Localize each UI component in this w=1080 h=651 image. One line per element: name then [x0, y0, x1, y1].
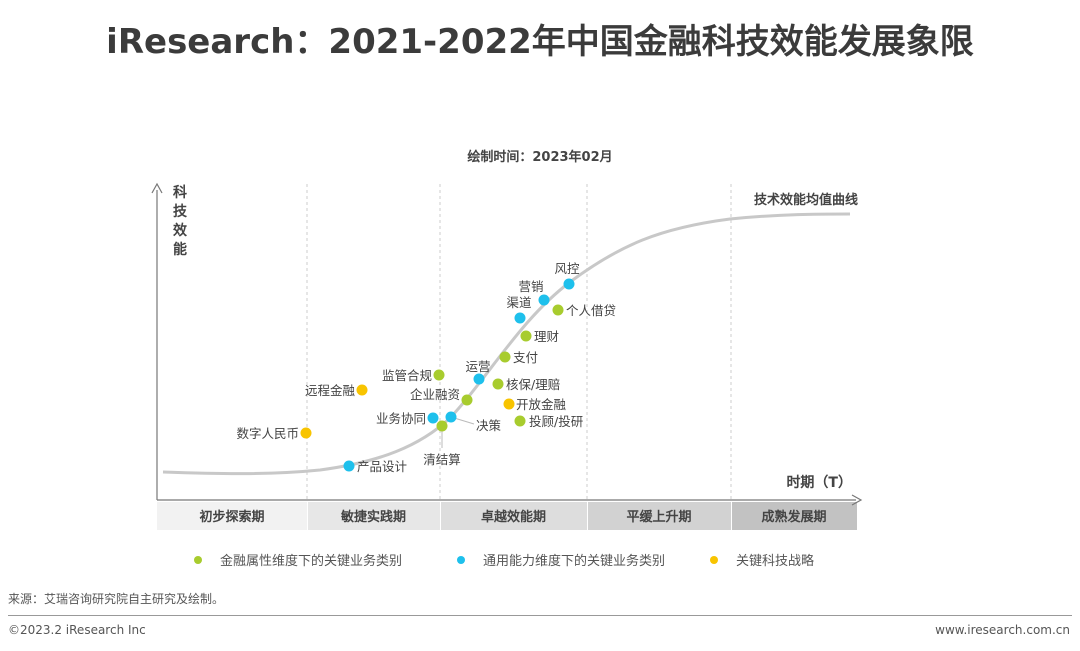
point-label: 风控 — [554, 261, 580, 276]
point-label: 支付 — [513, 350, 538, 365]
y-axis-label-char: 能 — [173, 241, 187, 258]
data-point: 运营 — [465, 359, 491, 385]
y-axis-label-char: 效 — [173, 222, 188, 239]
point-label: 监管合规 — [382, 368, 432, 383]
point-label: 远程金融 — [305, 383, 356, 398]
point-marker — [473, 373, 485, 385]
x-axis-label: 时期（T） — [786, 474, 852, 491]
point-label: 企业融资 — [410, 387, 460, 402]
data-point: 理财 — [520, 329, 559, 344]
phase-label: 成熟发展期 — [761, 509, 826, 525]
point-marker — [552, 304, 564, 316]
phase-label: 敏捷实践期 — [340, 509, 406, 525]
legend-marker — [457, 556, 465, 564]
curve-label: 技术效能均值曲线 — [754, 192, 858, 208]
data-point: 渠道 — [506, 295, 532, 324]
point-label: 核保/理赔 — [506, 377, 560, 392]
point-label: 决策 — [476, 418, 502, 433]
phase-label: 卓越效能期 — [481, 509, 546, 525]
point-label: 运营 — [465, 359, 490, 374]
point-label: 数字人民币 — [236, 426, 299, 441]
point-marker — [520, 330, 532, 342]
data-point: 营销 — [518, 279, 550, 306]
point-marker — [343, 460, 355, 472]
data-point: 个人借贷 — [552, 303, 616, 318]
phase-label: 初步探索期 — [199, 509, 264, 525]
data-point: 决策 — [445, 411, 502, 433]
point-marker — [538, 294, 550, 306]
drawn-time: 绘制时间：2023年02月 — [467, 149, 612, 165]
data-point: 风控 — [554, 261, 580, 290]
point-label: 渠道 — [506, 295, 532, 310]
point-marker — [433, 369, 445, 381]
data-point: 清结算 — [423, 420, 461, 467]
point-label: 清结算 — [423, 452, 461, 467]
source-note: 来源：艾瑞咨询研究院自主研究及绘制。 — [8, 592, 225, 606]
point-marker — [436, 420, 448, 432]
point-label: 个人借贷 — [566, 303, 616, 318]
point-marker — [514, 415, 526, 427]
footer-divider — [8, 615, 1072, 616]
phase-band — [441, 502, 587, 530]
point-label: 业务协同 — [376, 411, 426, 426]
x-axis-arrow-icon — [851, 494, 863, 506]
point-label: 产品设计 — [357, 459, 407, 474]
legend-label: 通用能力维度下的关键业务类别 — [483, 553, 665, 569]
point-marker — [492, 378, 504, 390]
efficiency-quadrant-diagram: 绘制时间：2023年02月 初步探索期 敏捷实践期 卓越效能期 平缓上升期 成熟发展期 … — [151, 149, 863, 569]
data-point: 核保/理赔 — [492, 377, 560, 392]
page-title: iResearch：2021-2022年中国金融科技效能发展象限 — [106, 22, 974, 62]
point-marker — [499, 351, 511, 363]
point-label: 理财 — [534, 329, 559, 344]
phase-band — [308, 502, 440, 530]
data-point: 投顾/投研 — [514, 414, 583, 429]
y-axis-label-char: 科 — [173, 184, 187, 201]
data-point: 企业融资 — [410, 387, 473, 406]
point-label: 营销 — [518, 279, 543, 294]
legend-marker — [710, 556, 718, 564]
phase-band — [157, 502, 307, 530]
website-link[interactable]: www.iresearch.com.cn — [935, 623, 1070, 637]
phase-band — [588, 502, 731, 530]
phase-band — [732, 502, 857, 530]
data-point: 监管合规 — [382, 368, 445, 383]
point-marker — [300, 427, 312, 439]
point-marker — [356, 384, 368, 396]
y-axis-label-char: 技 — [173, 203, 188, 220]
point-marker — [461, 394, 473, 406]
y-axis-label: 科技效能 — [173, 184, 188, 258]
data-point: 支付 — [499, 350, 538, 365]
data-point: 开放金融 — [503, 397, 567, 412]
y-axis-arrow-icon — [151, 182, 163, 194]
data-point: 产品设计 — [343, 459, 407, 474]
data-point: 业务协同 — [376, 411, 439, 426]
point-marker — [445, 411, 457, 423]
point-marker — [514, 312, 526, 324]
copyright: ©2023.2 iResearch Inc — [8, 623, 146, 637]
legend-marker — [194, 556, 202, 564]
phase-label: 平缓上升期 — [626, 509, 691, 525]
data-point: 远程金融 — [305, 383, 368, 398]
point-marker — [563, 278, 575, 290]
legend-label: 金融属性维度下的关键业务类别 — [220, 553, 402, 569]
point-label: 投顾/投研 — [529, 414, 583, 429]
point-marker — [427, 412, 439, 424]
legend-label: 关键科技战略 — [736, 553, 814, 569]
point-marker — [503, 398, 515, 410]
point-label: 开放金融 — [516, 397, 567, 412]
data-point: 数字人民币 — [236, 426, 312, 441]
